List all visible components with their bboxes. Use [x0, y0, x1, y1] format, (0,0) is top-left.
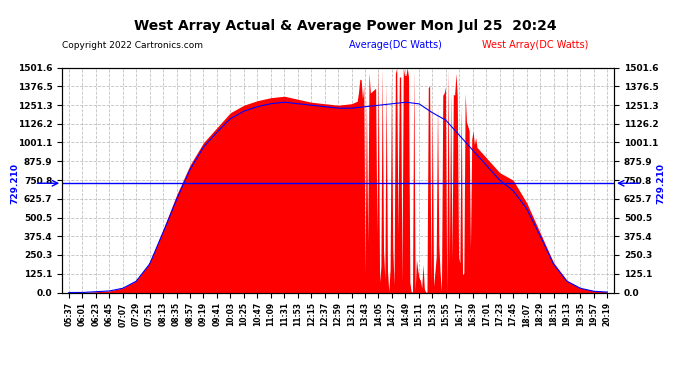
Text: West Array Actual & Average Power Mon Jul 25  20:24: West Array Actual & Average Power Mon Ju…: [134, 19, 556, 33]
Text: Average(DC Watts): Average(DC Watts): [349, 40, 442, 51]
Text: Copyright 2022 Cartronics.com: Copyright 2022 Cartronics.com: [62, 40, 203, 50]
Text: 729.210: 729.210: [656, 163, 666, 204]
Text: 729.210: 729.210: [10, 163, 20, 204]
Text: West Array(DC Watts): West Array(DC Watts): [482, 40, 588, 51]
